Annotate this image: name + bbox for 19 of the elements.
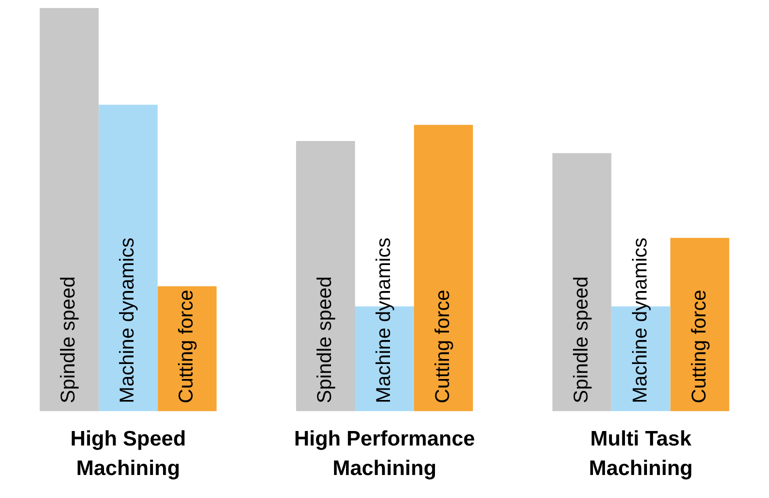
series-label: Machine dynamics — [116, 238, 139, 404]
bar — [98, 104, 158, 412]
x-tick-label: High Speed Machining — [70, 428, 186, 480]
text: Machine dynamics — [373, 238, 396, 404]
bar — [670, 238, 730, 412]
bar — [158, 286, 217, 412]
text: Cutting force — [432, 290, 454, 404]
text: Spindle speed — [570, 276, 592, 404]
x-tick-label: High Performance Machining — [294, 428, 475, 480]
bar — [552, 153, 612, 412]
series-label: Cutting force — [176, 290, 198, 404]
text: Spindle speed — [314, 276, 336, 404]
x-tick-label: Multi Task Machining — [588, 428, 693, 480]
text: Machine dynamics — [629, 238, 652, 404]
bar — [414, 124, 473, 412]
bar — [40, 8, 99, 412]
bar — [296, 141, 356, 412]
text: Cutting force — [688, 290, 710, 404]
series-label: Spindle speed — [58, 276, 80, 404]
